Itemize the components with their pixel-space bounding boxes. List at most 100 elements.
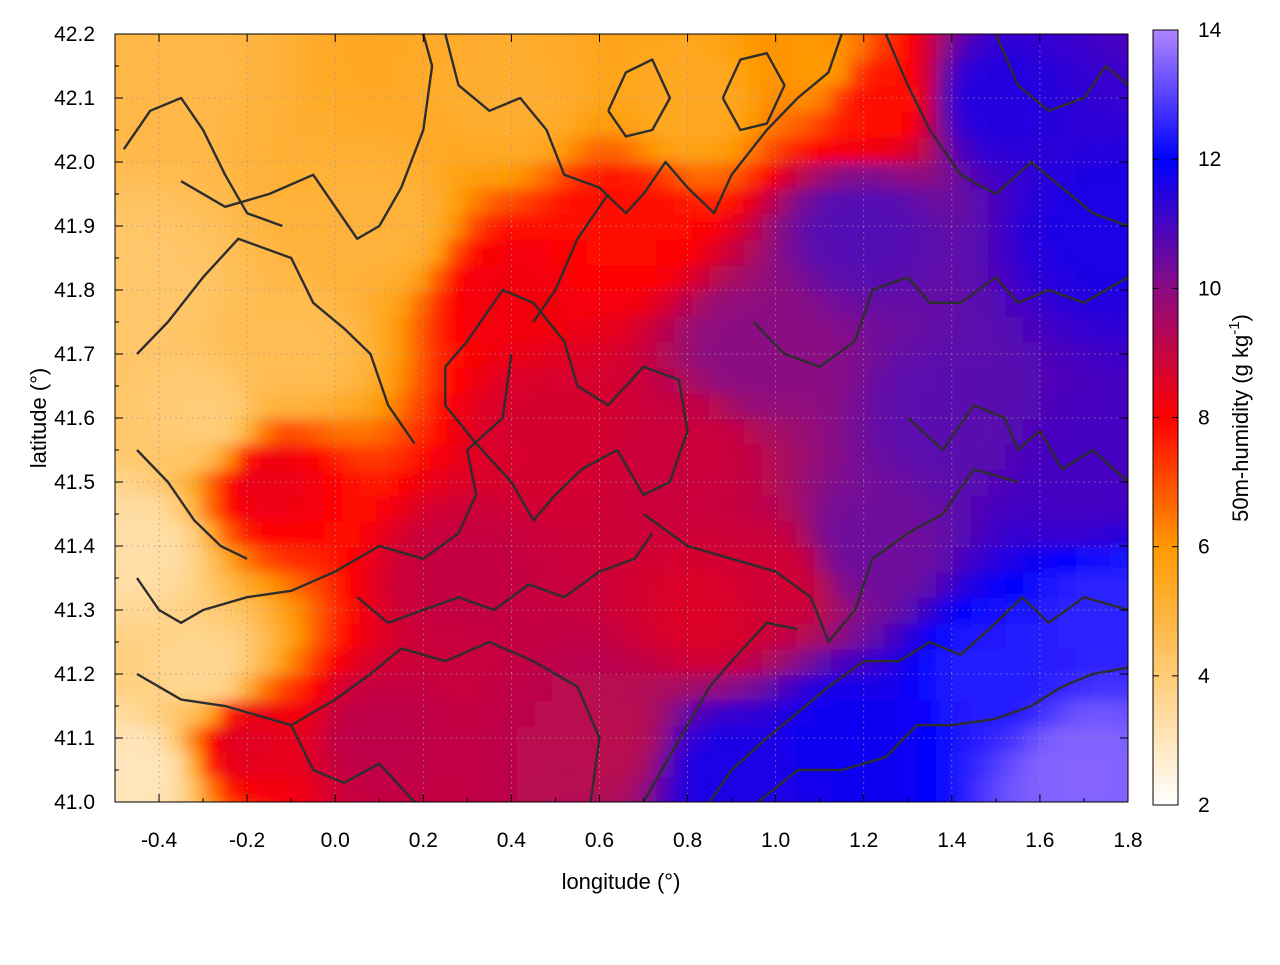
- field-cell: [1110, 238, 1128, 266]
- field-cell: [691, 110, 710, 138]
- field-cell: [202, 622, 221, 650]
- field-cell: [132, 162, 151, 189]
- field-cell: [848, 341, 868, 368]
- field-cell: [726, 213, 745, 240]
- field-cell: [918, 520, 937, 547]
- field-cell: [289, 520, 309, 547]
- field-cell: [289, 418, 309, 445]
- field-cell: [219, 366, 239, 394]
- field-cell: [219, 213, 239, 240]
- field-cell: [254, 546, 274, 573]
- field-cell: [638, 162, 658, 189]
- field-cell: [115, 392, 134, 419]
- field-cell: [342, 418, 361, 445]
- field-cell: [289, 622, 309, 650]
- field-cell: [219, 85, 239, 112]
- field-cell: [499, 622, 518, 650]
- field-cell: [988, 187, 1007, 215]
- field-cell: [359, 85, 378, 112]
- field-cell: [1023, 162, 1042, 189]
- field-cell: [988, 443, 1007, 471]
- field-cell: [516, 187, 536, 215]
- field-cell: [324, 341, 344, 368]
- field-cell: [638, 699, 658, 727]
- field-cell: [708, 110, 728, 138]
- field-cell: [342, 622, 361, 650]
- field-cell: [673, 597, 693, 624]
- field-cell: [900, 341, 920, 368]
- field-cell: [516, 238, 536, 266]
- field-cell: [429, 494, 448, 522]
- field-cell: [1005, 34, 1025, 61]
- field-cell: [761, 469, 780, 496]
- field-cell: [796, 674, 815, 701]
- field-cell: [656, 469, 675, 496]
- field-cell: [673, 315, 693, 343]
- field-cell: [307, 750, 326, 778]
- field-cell: [761, 418, 780, 445]
- field-cell: [988, 674, 1007, 701]
- field-cell: [551, 699, 571, 727]
- field-cell: [167, 34, 186, 61]
- field-cell: [481, 776, 501, 802]
- field-cell: [971, 802, 989, 829]
- field-cell: [551, 290, 571, 317]
- field-cell: [289, 187, 309, 215]
- field-cell: [289, 238, 309, 266]
- field-cell: [481, 341, 501, 368]
- field-cell: [167, 85, 186, 112]
- field-cell: [394, 366, 413, 394]
- field-cell: [813, 136, 833, 163]
- field-cell: [516, 571, 536, 599]
- field-cell: [970, 85, 990, 112]
- field-cell: [1040, 34, 1060, 35]
- field-cell: [656, 264, 675, 291]
- field-cell: [970, 674, 990, 701]
- field-cell: [1023, 418, 1042, 445]
- field-cell: [115, 443, 116, 471]
- field-cell: [918, 264, 937, 291]
- field-cell: [918, 648, 937, 675]
- field-cell: [184, 750, 204, 778]
- field-cell: [743, 85, 763, 112]
- field-cell: [796, 750, 815, 778]
- contour-line: [708, 596, 1128, 802]
- field-cell: [237, 59, 256, 87]
- field-cell: [342, 494, 361, 522]
- field-cell: [464, 802, 482, 829]
- field-cell: [1093, 750, 1112, 778]
- field-cell: [254, 443, 274, 471]
- field-cell: [237, 443, 256, 471]
- field-cell: [534, 597, 553, 624]
- field-cell: [464, 776, 483, 802]
- field-cell: [516, 34, 536, 61]
- field-cell: [656, 776, 675, 802]
- field-cell: [254, 366, 274, 394]
- field-cell: [970, 597, 990, 624]
- field-cell: [778, 699, 798, 727]
- field-cell: [1058, 290, 1077, 317]
- field-cell: [115, 315, 116, 343]
- y-tick-label: 41.2: [54, 663, 95, 686]
- field-cell: [1023, 213, 1042, 240]
- field-cell: [796, 187, 815, 215]
- field-cell: [918, 315, 937, 343]
- field-cell: [813, 546, 833, 573]
- field-cell: [307, 187, 326, 215]
- field-cell: [1075, 674, 1095, 701]
- field-cell: [464, 110, 483, 138]
- field-cell: [900, 213, 920, 240]
- field-cell: [1023, 264, 1042, 291]
- field-cell: [167, 469, 186, 496]
- field-cell: [604, 674, 623, 701]
- field-cell: [429, 546, 448, 573]
- field-cell: [935, 34, 955, 35]
- field-cell: [1023, 648, 1042, 675]
- field-cell: [883, 366, 902, 394]
- field-cell: [446, 494, 466, 522]
- field-cell: [1128, 341, 1146, 368]
- field-cell: [359, 110, 378, 138]
- field-cell: [639, 802, 657, 829]
- field-cell: [831, 802, 849, 829]
- field-cell: [516, 469, 536, 496]
